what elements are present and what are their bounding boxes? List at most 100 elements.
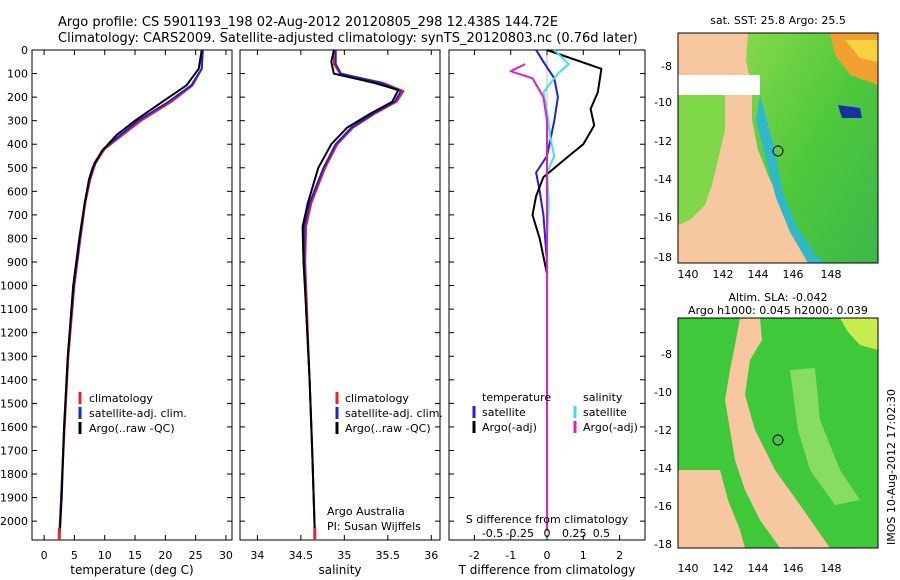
x-tick-label: 2 xyxy=(616,549,623,562)
depth-tick-label: 300 xyxy=(7,115,28,128)
map-bottom-x-tick: 140 xyxy=(678,562,699,575)
x-tick-label: 20 xyxy=(158,549,172,562)
depth-tick-label: 400 xyxy=(7,138,28,151)
s-tick-label: 0.5 xyxy=(593,527,611,540)
salinity-xlabel: salinity xyxy=(318,563,361,577)
depth-tick-label: 1700 xyxy=(0,444,28,457)
map-top-x-tick: 142 xyxy=(713,268,734,281)
depth-tick-label: 1100 xyxy=(0,303,28,316)
profile-plots: 0 5 10 15 20 25 300100200300400500600700800900… xyxy=(0,44,645,562)
map-top-x-tick: 148 xyxy=(821,268,842,281)
difference-legend: temperature salinity satellite Argo(-adj… xyxy=(472,391,638,434)
depth-tick-label: 1800 xyxy=(0,468,28,481)
map-top-y-tick: -10 xyxy=(654,96,672,109)
legend-label-t-argo: Argo(-adj) xyxy=(482,421,537,434)
map-bottom-title-1: Altim. SLA: -0.042 xyxy=(728,291,827,304)
map-bottom-y-tick: -16 xyxy=(654,500,672,513)
x-tick-label: 30 xyxy=(219,549,233,562)
salinity-annotation-line-1: Argo Australia xyxy=(327,505,405,518)
s-tick-label: -0.25 xyxy=(506,527,534,540)
depth-tick-label: 900 xyxy=(7,256,28,269)
map-bottom-high-sla xyxy=(840,318,878,350)
x-tick-label: 25 xyxy=(189,549,203,562)
map-bottom-y-tick: -10 xyxy=(654,386,672,399)
map-top-y-tick: -14 xyxy=(654,173,672,186)
map-top-frame xyxy=(677,32,879,264)
depth-tick-label: 500 xyxy=(7,162,28,175)
map-bottom-land-cape-york xyxy=(725,318,830,548)
difference-xlabel-top: S difference from climatology xyxy=(466,513,629,526)
argo-float-marker-top xyxy=(772,145,784,157)
sla-map xyxy=(678,318,878,548)
depth-tick-label: 1900 xyxy=(0,492,28,505)
map-bottom-y-tick: -14 xyxy=(654,462,672,475)
depth-tick-label: 1400 xyxy=(0,374,28,387)
x-tick-label: 35.5 xyxy=(376,549,401,562)
map-top-y-tick: -8 xyxy=(661,60,672,73)
x-tick-label: 35 xyxy=(337,549,351,562)
map-top-cold-spot xyxy=(838,105,862,118)
series-climatology xyxy=(58,50,203,533)
temperature-legend: climatology satellite-adj. clim. Argo(..… xyxy=(78,392,187,435)
map-top-x-tick: 140 xyxy=(678,268,699,281)
map-top-y-tick: -12 xyxy=(654,135,672,148)
map-bottom-x-ticks: 140 142 144 146 148 xyxy=(678,562,842,575)
s-tick-label: 0 xyxy=(544,527,551,540)
map-bottom-x-tick: 144 xyxy=(748,562,769,575)
legend-label-argo: Argo(..raw -QC) xyxy=(89,422,175,435)
s-tick-label: -0.5 xyxy=(482,527,503,540)
temperature-xlabel: temperature (deg C) xyxy=(70,563,193,577)
x-tick-label: 34 xyxy=(250,549,264,562)
x-tick-label: -1 xyxy=(505,549,516,562)
depth-tick-label: 200 xyxy=(7,91,28,104)
map-bottom-x-tick: 148 xyxy=(821,562,842,575)
depth-tick-label: 1200 xyxy=(0,327,28,340)
depth-tick-label: 600 xyxy=(7,185,28,198)
legend-label-t-satellite: satellite xyxy=(482,406,526,419)
salinity-panel-frame xyxy=(239,49,441,541)
map-top-ocean-gulf xyxy=(678,95,725,225)
series-s-argo-adj- xyxy=(509,63,548,531)
map-top-x-ticks: 140 142 144 146 148 xyxy=(678,268,842,281)
x-tick-label: 5 xyxy=(71,549,78,562)
legend-title-salinity: salinity xyxy=(583,391,623,404)
argo-float-marker-bottom xyxy=(772,434,784,446)
depth-tick-label: 1600 xyxy=(0,421,28,434)
legend-label-argo: Argo(..raw -QC) xyxy=(345,422,431,435)
map-bottom-mid-sla xyxy=(790,368,860,505)
map-top-y-tick: -16 xyxy=(654,211,672,224)
legend-label-climatology: climatology xyxy=(89,392,153,405)
map-bottom-y-tick: -12 xyxy=(654,424,672,437)
x-tick-label: -2 xyxy=(469,549,480,562)
title-line-2: Climatology: CARS2009. Satellite-adjuste… xyxy=(58,31,638,46)
map-top-y-ticks: -8 -10 -12 -14 -16 -18 xyxy=(654,60,672,264)
map-top-title: sat. SST: 25.8 Argo: 25.5 xyxy=(710,14,846,27)
map-top-coastal-cool xyxy=(756,95,826,263)
x-tick-label: 10 xyxy=(98,549,112,562)
legend-title-temperature: temperature xyxy=(482,391,551,404)
depth-tick-label: 0 xyxy=(21,44,28,57)
series-t-argo-adj- xyxy=(531,49,603,531)
legend-label-s-satellite: satellite xyxy=(583,406,627,419)
depth-tick-label: 700 xyxy=(7,209,28,222)
title-line-1: Argo profile: CS 5901193_198 02-Aug-2012… xyxy=(58,15,558,30)
depth-tick-label: 1000 xyxy=(0,280,28,293)
map-bottom-frame xyxy=(677,317,879,549)
x-tick-label: 36 xyxy=(424,549,438,562)
depth-tick-label: 800 xyxy=(7,232,28,245)
map-bottom-y-tick: -8 xyxy=(661,348,672,361)
series-argo-raw-qc- xyxy=(301,49,400,533)
map-bottom-land-gulf-shore xyxy=(678,470,745,548)
temperature-panel-frame xyxy=(31,49,233,541)
x-tick-label: 34.5 xyxy=(289,549,314,562)
depth-tick-label: 1500 xyxy=(0,397,28,410)
map-top-x-tick: 146 xyxy=(783,268,804,281)
x-tick-label: 15 xyxy=(128,549,142,562)
series-satellite-adj-clim- xyxy=(303,50,402,533)
x-tick-label: 1 xyxy=(580,549,587,562)
salinity-annotation-line-2: PI: Susan Wijffels xyxy=(327,520,421,533)
map-top-cloud-gap xyxy=(678,75,760,95)
depth-tick-label: 1300 xyxy=(0,350,28,363)
map-top-ocean-coral-sea xyxy=(746,33,878,263)
